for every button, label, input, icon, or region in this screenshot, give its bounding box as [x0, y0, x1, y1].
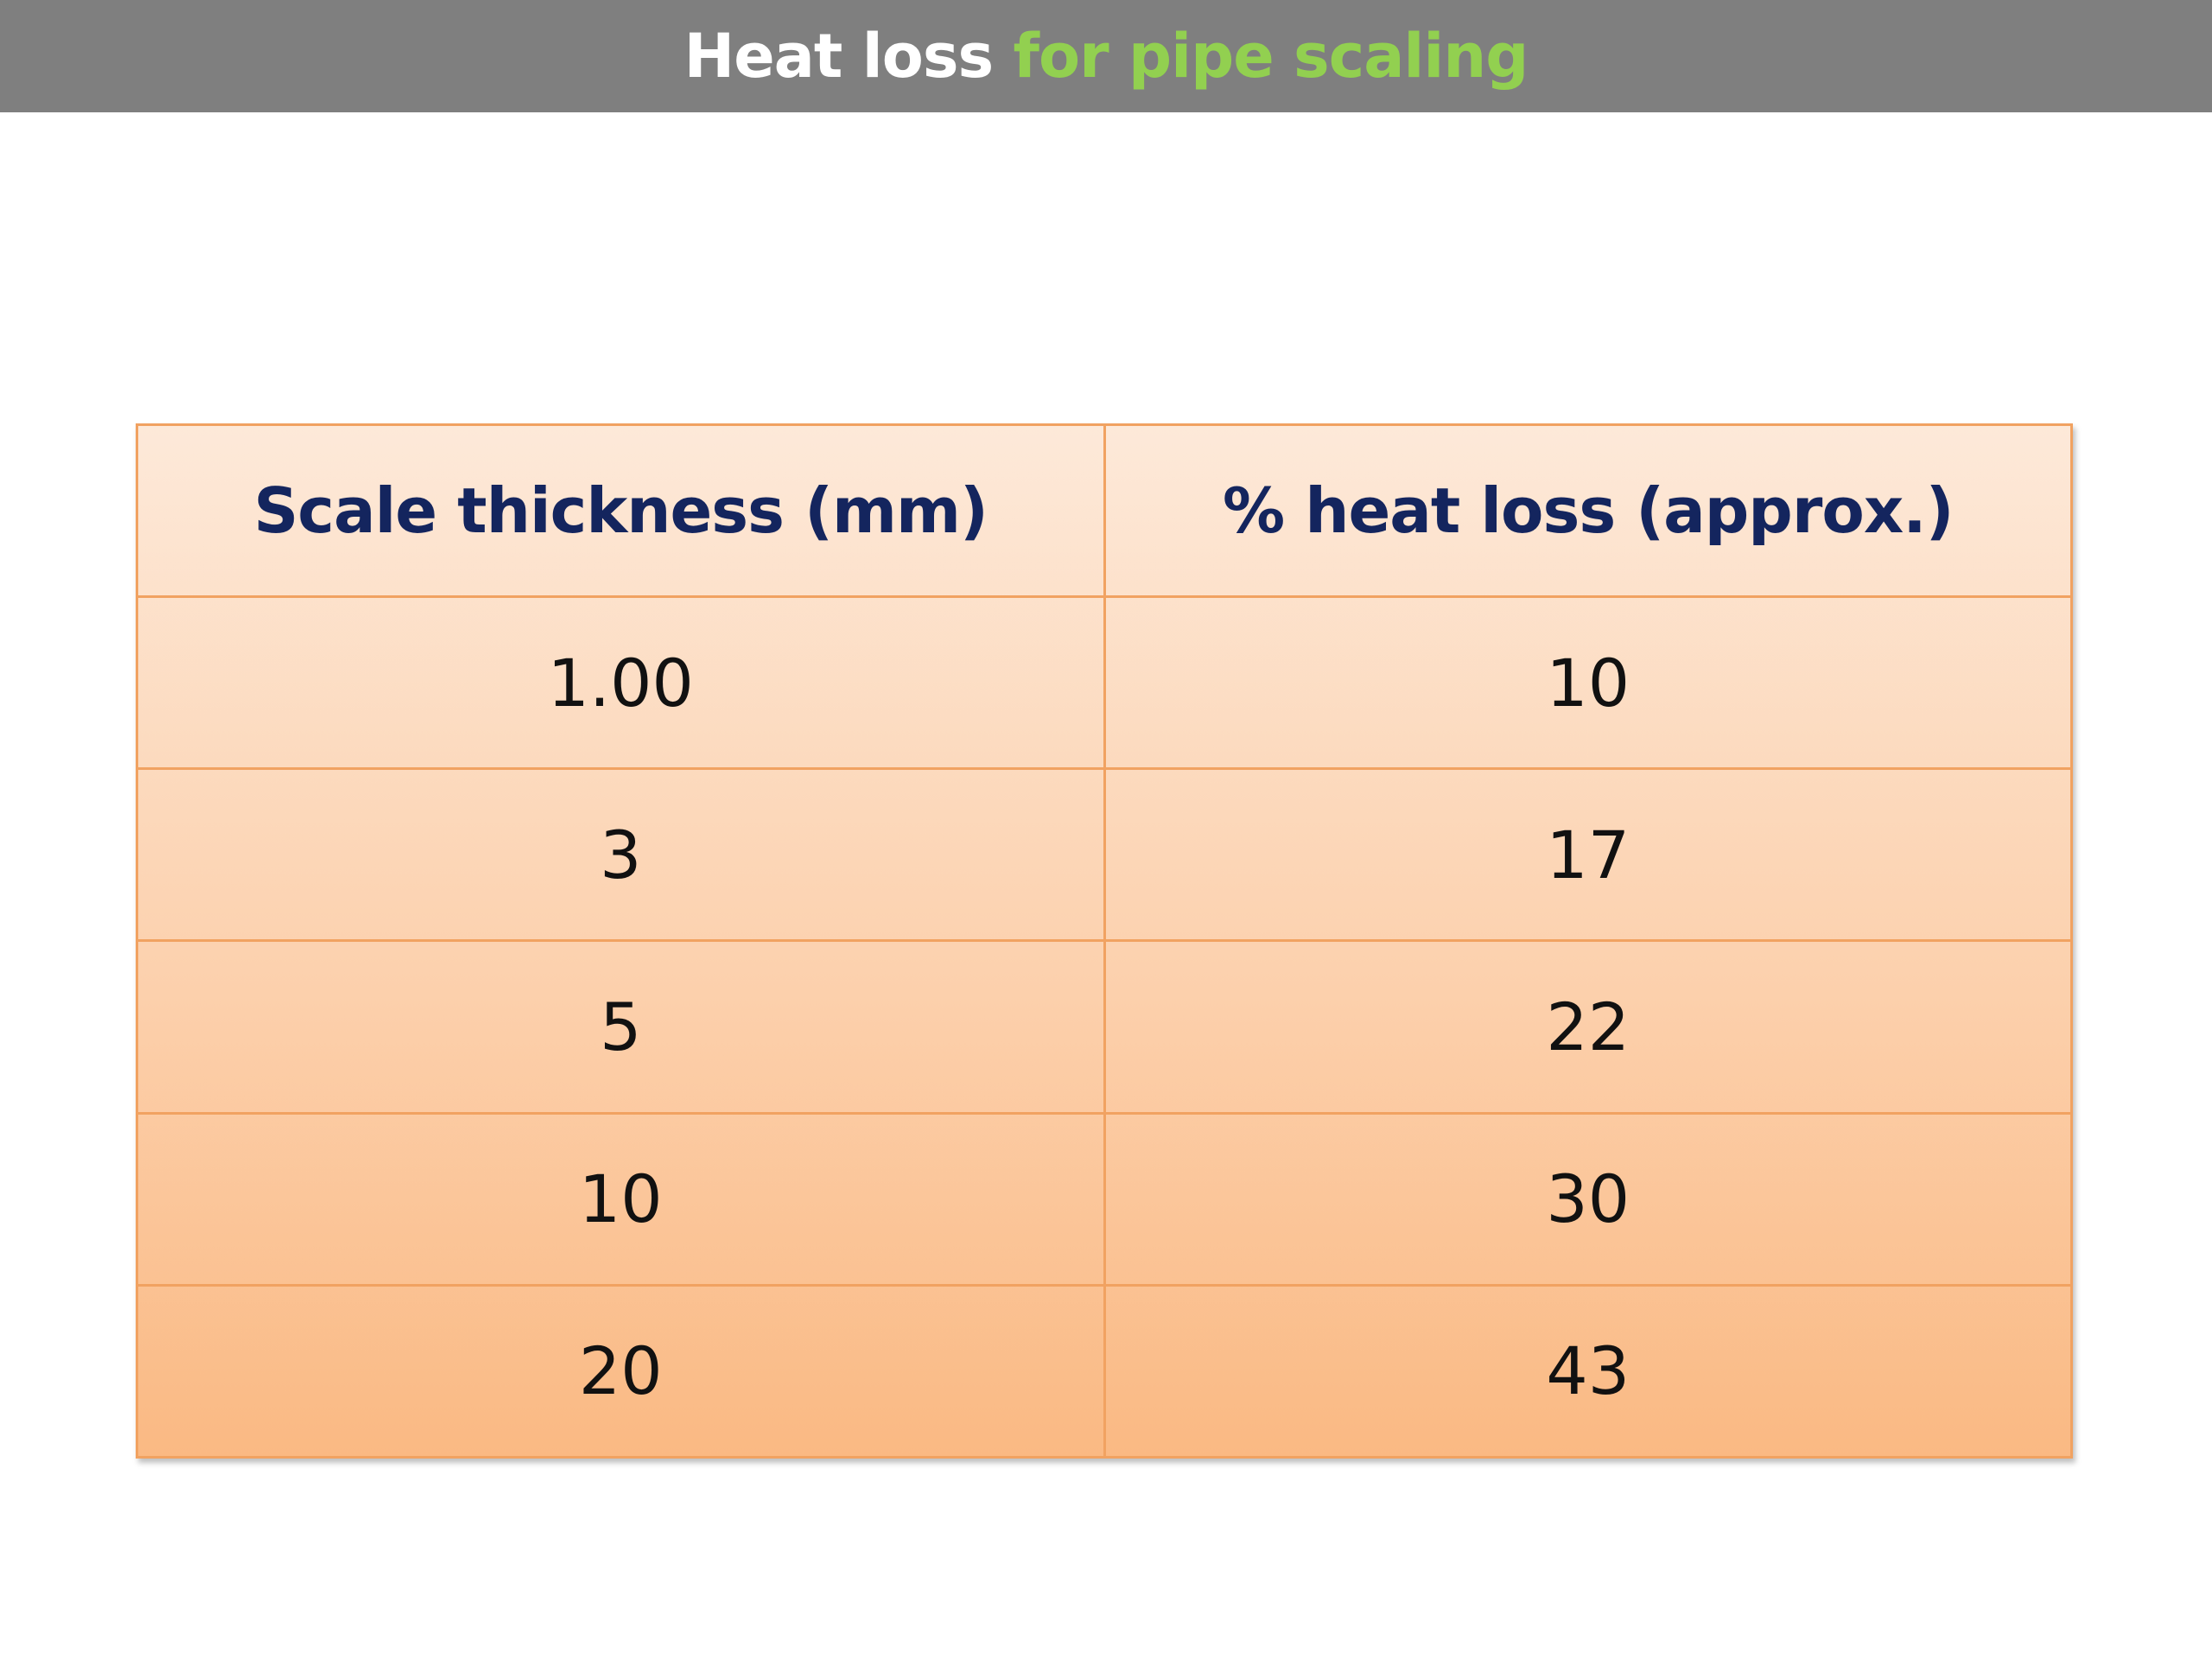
cell-heat-loss: 10	[1103, 594, 2073, 771]
table-row: 5 22	[136, 939, 2073, 1115]
title-part-2: for pipe scaling	[1013, 21, 1529, 92]
cell-heat-loss: 43	[1103, 1283, 2073, 1459]
table-header-row: Scale thickness (mm) % heat loss (approx…	[136, 423, 2073, 598]
title-bar: Heat loss for pipe scaling	[0, 0, 2212, 112]
header-scale-thickness: Scale thickness (mm)	[136, 423, 1106, 598]
cell-scale-thickness: 3	[136, 767, 1106, 943]
table-row: 3 17	[136, 767, 2073, 943]
title-part-1: Heat loss	[683, 21, 995, 92]
heat-loss-table: Scale thickness (mm) % heat loss (approx…	[136, 423, 2073, 1459]
cell-scale-thickness: 1.00	[136, 594, 1106, 771]
cell-heat-loss: 17	[1103, 767, 2073, 943]
cell-scale-thickness: 20	[136, 1283, 1106, 1459]
table-row: 20 43	[136, 1283, 2073, 1459]
cell-scale-thickness: 10	[136, 1111, 1106, 1287]
cell-scale-thickness: 5	[136, 939, 1106, 1115]
slide-title: Heat loss for pipe scaling	[684, 21, 1529, 92]
table-container: Scale thickness (mm) % heat loss (approx…	[136, 423, 2073, 1459]
header-heat-loss: % heat loss (approx.)	[1103, 423, 2073, 598]
cell-heat-loss: 30	[1103, 1111, 2073, 1287]
cell-heat-loss: 22	[1103, 939, 2073, 1115]
table-row: 10 30	[136, 1111, 2073, 1287]
table-row: 1.00 10	[136, 594, 2073, 771]
